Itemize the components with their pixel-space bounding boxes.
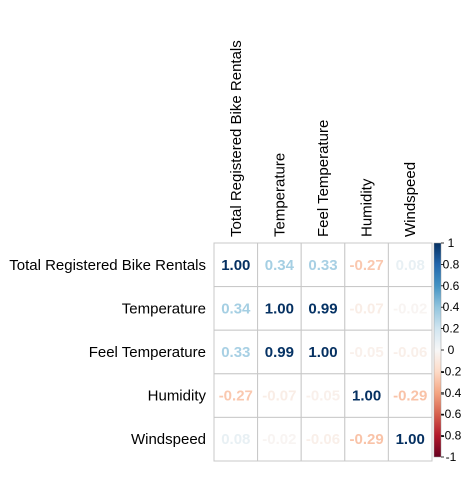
cell-value-label: 1.00 [221,257,250,274]
colorbar-tick-label: 0.8 [443,257,460,271]
column-labels: Total Registered Bike Rentals Temperature… [228,40,419,237]
heatmap-cell [213,286,259,331]
cell-value-label: -0.06 [306,431,340,448]
cell-value-label: 1.00 [396,431,425,448]
cell-value-label: 1.00 [308,344,337,361]
colorbar-tick-label: 0.4 [443,300,460,314]
cell-value-label: 0.08 [221,431,250,448]
column-label-humidity: Humidity [359,178,376,237]
cell-value-label: 0.99 [308,300,337,317]
colorbar-tick-label: -0.4 [441,386,461,400]
colorbar-tick-label: -0.6 [441,407,461,421]
cell-value-label: -0.02 [393,300,427,317]
row-label-feel-temperature: Feel Temperature [89,344,206,361]
heatmap-cell [387,373,433,418]
cell-value-label: 0.34 [221,300,251,317]
cell-value-label: -0.07 [349,300,383,317]
cell-value-label: -0.06 [393,344,427,361]
heatmap-cell [300,373,346,418]
cell-value-label: 1.00 [352,388,381,405]
heatmap-cell [387,286,433,331]
colorbar-tick-label: -0.8 [441,429,461,443]
cell-value-label: 0.34 [265,257,295,274]
cell-value-label: -0.05 [349,344,383,361]
heatmap-cell [257,242,302,288]
heatmap-cell [300,416,346,462]
colorbar: 1 0.8 0.6 0.4 0.2 0 -0.2 -0.4 -0.6 -0.8 -1 [433,236,461,464]
row-label-temperature: Temperature [122,300,206,317]
column-label-total-registered-bike-rentals: Total Registered Bike Rentals [228,40,245,237]
cell-value-label: -0.29 [349,431,383,448]
row-label-humidity: Humidity [148,388,207,405]
colorbar-tick-label: 0 [448,343,455,357]
cell-value-label: 0.08 [396,257,425,274]
row-label-total-registered-bike-rentals: Total Registered Bike Rentals [9,257,206,274]
column-label-temperature: Temperature [271,153,288,237]
cell-value-label: -0.29 [393,388,427,405]
cell-value-label: -0.27 [349,257,383,274]
heatmap-cells: 1.00 0.34 0.33 -0.27 0.08 0.34 1.00 0.99 -0.07 -0… [213,242,433,462]
heatmap-cell [257,373,302,418]
heatmap-cell [344,329,389,375]
heatmap-cell [213,242,259,288]
cell-value-label: 0.33 [221,344,250,361]
heatmap-cell [300,286,346,331]
cell-value-label: -0.05 [306,388,340,405]
column-label-feel-temperature: Feel Temperature [315,120,332,237]
heatmap-cell [257,329,302,375]
cell-value-label: 0.99 [265,344,294,361]
heatmap-cell [387,416,433,462]
colorbar-gradient [433,242,442,458]
heatmap-cell [213,416,259,462]
colorbar-tick-label: 1 [448,236,455,250]
cell-value-label: -0.27 [219,388,253,405]
cell-value-label: -0.07 [262,388,296,405]
colorbar-tick-label: -1 [446,450,457,464]
colorbar-tick-label: 0.2 [443,322,460,336]
heatmap-cell [344,373,389,418]
colorbar-tick-label: 0.6 [443,279,460,293]
row-labels: Total Registered Bike Rentals Temperature… [9,257,206,448]
row-label-windspeed: Windspeed [131,431,206,448]
column-label-windspeed: Windspeed [402,162,419,237]
colorbar-tick-label: -0.2 [441,364,461,378]
cell-value-label: -0.02 [262,431,296,448]
heatmap-cell [257,416,302,462]
cell-value-label: 0.33 [308,257,337,274]
heatmap-cell [213,373,259,418]
cell-value-label: 1.00 [265,300,294,317]
